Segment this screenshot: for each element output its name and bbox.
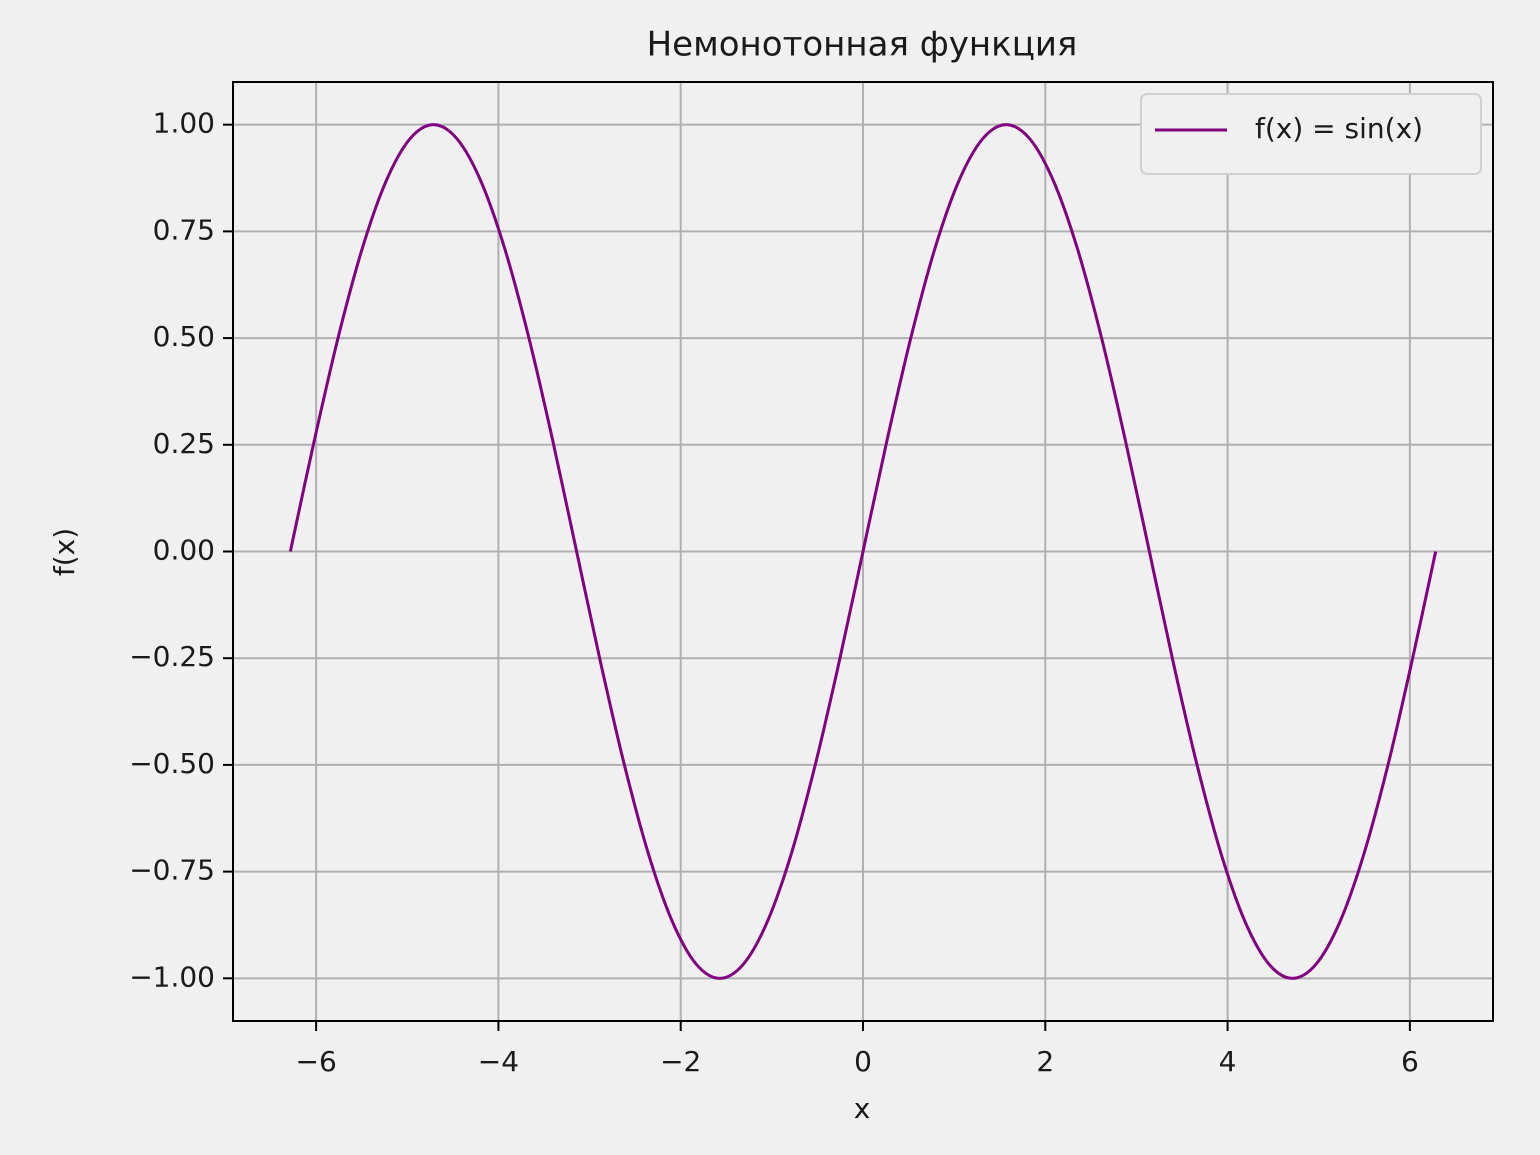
y-tick-label: −0.75 — [129, 854, 215, 887]
y-tick-label: −0.50 — [129, 747, 215, 780]
plot-frame — [232, 81, 1494, 1022]
x-tick-label: 2 — [1036, 1045, 1054, 1078]
y-tick-label: −0.25 — [129, 640, 215, 673]
y-tick-label: 0.25 — [153, 427, 215, 460]
x-tick-label: −4 — [478, 1045, 519, 1078]
x-tick-label: −6 — [295, 1045, 336, 1078]
y-tick-label: 0.00 — [153, 534, 215, 567]
x-axis-label: x — [854, 1092, 871, 1125]
x-tick-label: 4 — [1219, 1045, 1237, 1078]
x-tick-label: −2 — [660, 1045, 701, 1078]
y-tick-label: 1.00 — [153, 107, 215, 140]
y-tick-label: 0.75 — [153, 213, 215, 246]
legend-box — [1140, 93, 1482, 175]
y-axis-label: f(x) — [48, 528, 81, 576]
y-tick-label: 0.50 — [153, 320, 215, 353]
line-series — [288, 123, 1438, 980]
chart-title: Немонотонная функция — [647, 25, 1078, 65]
legend-label: f(x) = sin(x) — [1255, 112, 1423, 145]
y-tick-label: −1.00 — [129, 960, 215, 993]
x-tick-label: 6 — [1401, 1045, 1419, 1078]
x-tick-label: 0 — [854, 1045, 872, 1078]
